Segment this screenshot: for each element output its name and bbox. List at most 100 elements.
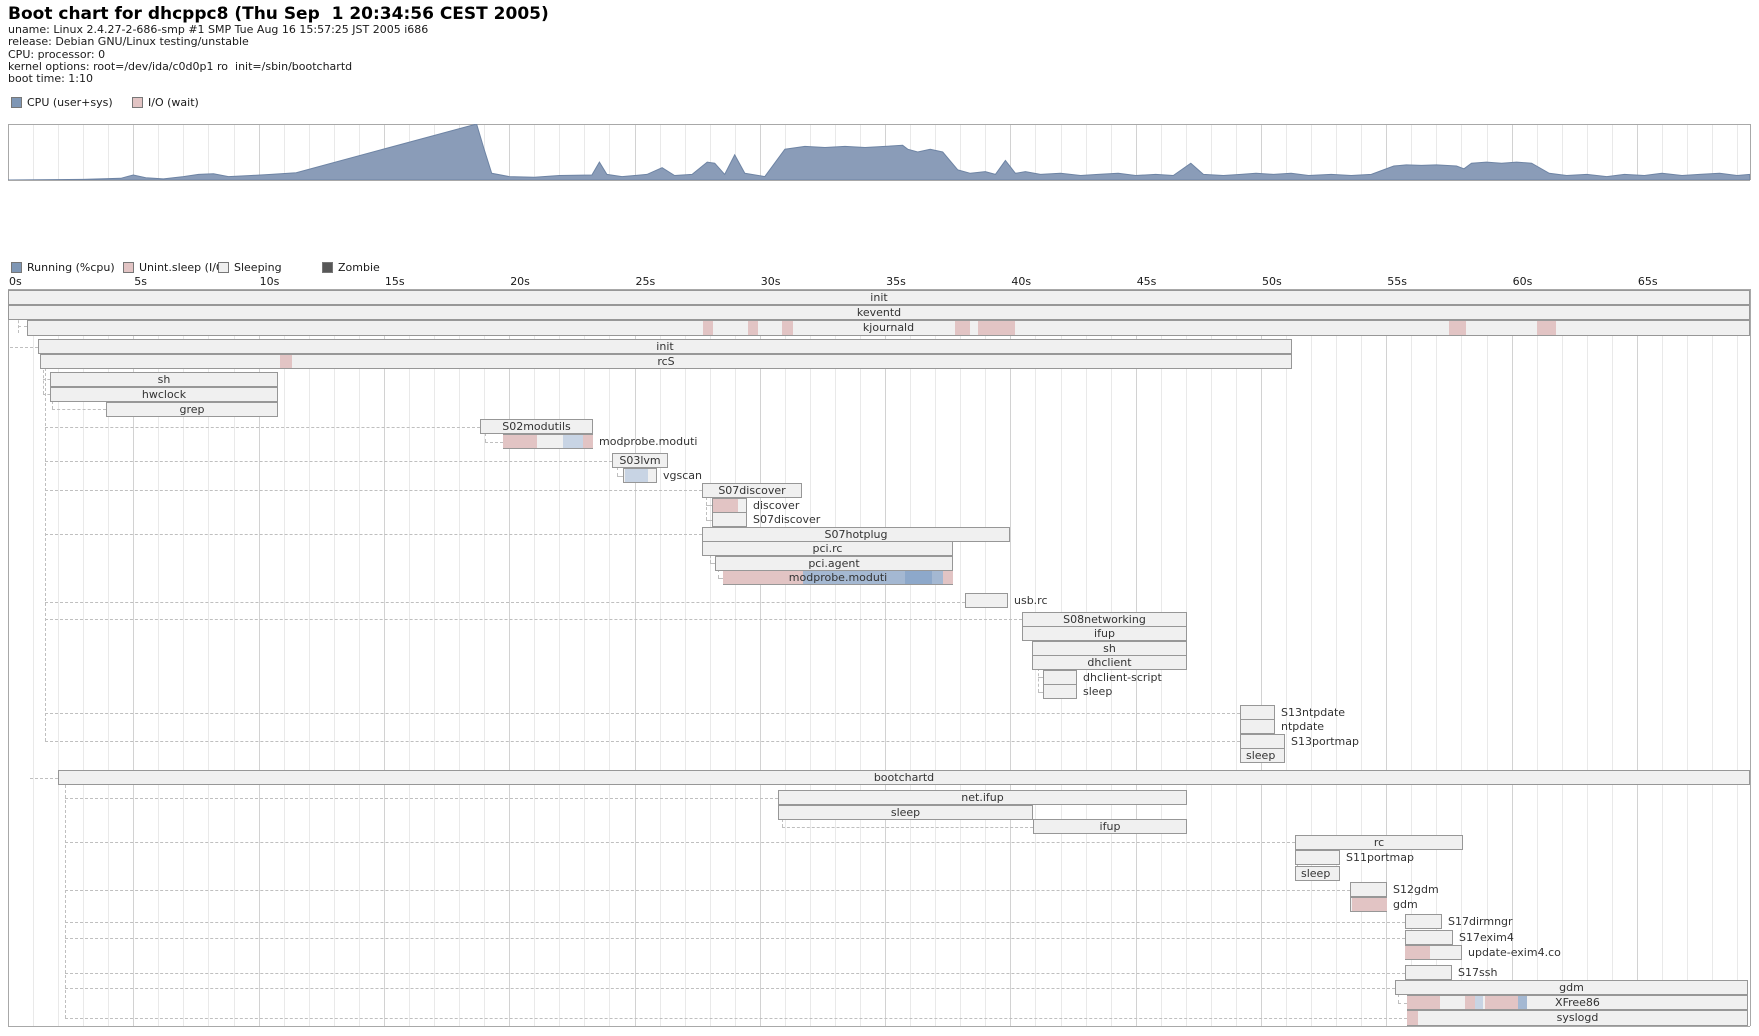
gridline (609, 289, 611, 1026)
gridline (1536, 289, 1538, 1026)
gridline (534, 289, 536, 1026)
process-state-segment (1537, 321, 1556, 335)
process-state-segment (503, 435, 537, 448)
process-label: bootchartd (873, 771, 935, 784)
process-bar (1405, 914, 1442, 929)
legend-swatch (322, 262, 333, 273)
process-state-segment (1449, 321, 1466, 335)
process-bar (623, 468, 657, 483)
gridline (33, 124, 35, 180)
process-label: keventd (856, 306, 902, 319)
process-label: net.ifup (961, 791, 1004, 804)
tree-connector (1038, 668, 1039, 692)
gridline (509, 289, 511, 1026)
gridline (459, 289, 461, 1026)
gridline (1636, 124, 1638, 180)
process-label: sh (157, 373, 171, 386)
process-label: S17dirmngr (1448, 915, 1513, 928)
process-bar (8, 290, 1750, 305)
chart-border-left (8, 124, 9, 180)
process-bar (1295, 835, 1463, 850)
gridline (885, 289, 887, 1026)
gridline (133, 289, 135, 1026)
gridline (684, 289, 686, 1026)
gridline (1687, 124, 1689, 180)
process-bar (1405, 965, 1452, 980)
process-label: dhclient-script (1083, 671, 1162, 684)
process-bar (965, 593, 1008, 608)
process-bar (50, 387, 278, 402)
process-bar (1350, 882, 1387, 897)
gridline (1135, 124, 1137, 180)
process-bar (503, 434, 593, 449)
tree-connector (718, 578, 723, 579)
process-state-segment (703, 321, 713, 335)
tree-connector (710, 555, 711, 563)
process-bar (1405, 945, 1462, 960)
process-label: vgscan (663, 469, 702, 482)
gridline (33, 289, 35, 1026)
gridline (960, 289, 962, 1026)
tree-connector (45, 368, 46, 741)
process-label: sleep (1301, 867, 1331, 880)
process-label: S17exim4 (1459, 931, 1514, 944)
gridline (1611, 289, 1613, 1026)
tree-connector (65, 842, 1295, 843)
process-label: sleep (1083, 685, 1113, 698)
process-bar (723, 570, 953, 585)
process-state-segment (803, 571, 905, 584)
gridline (1661, 124, 1663, 180)
process-label: grep (179, 403, 205, 416)
time-tick-label: 20s (510, 275, 530, 288)
gridline (1536, 124, 1538, 180)
time-tick-label: 45s (1136, 275, 1157, 288)
legend-label: Sleeping (234, 261, 282, 274)
process-label: S07discover (753, 513, 821, 526)
legend-label: Unint.sleep (I/O) (139, 261, 229, 274)
process-label: S07discover (718, 484, 786, 497)
gridline (1235, 289, 1237, 1026)
gridline (83, 289, 85, 1026)
gridline (1110, 124, 1112, 180)
gridline (759, 289, 761, 1026)
gridline (1311, 289, 1313, 1026)
gridline (1286, 124, 1288, 180)
gridline (1386, 124, 1388, 180)
gridline (1737, 289, 1739, 1026)
gridline (83, 124, 85, 180)
chart-border-right (1749, 124, 1751, 180)
process-bar (8, 305, 1750, 320)
gridline (860, 289, 862, 1026)
gridline (1160, 124, 1162, 180)
gridline (759, 124, 761, 180)
legend-swatch (132, 97, 143, 108)
gridline (559, 124, 561, 180)
legend-swatch (218, 262, 229, 273)
gridline (960, 124, 962, 180)
process-label: S12gdm (1393, 883, 1439, 896)
gridline (1511, 124, 1513, 180)
chart-border-left (8, 289, 9, 1026)
tree-connector (45, 461, 612, 462)
gridline (1687, 289, 1689, 1026)
gridline (1185, 124, 1187, 180)
tree-connector (617, 467, 618, 476)
gridline (233, 289, 235, 1026)
gridline (1511, 289, 1513, 1026)
time-tick-label: 15s (384, 275, 405, 288)
gridline (634, 124, 636, 180)
gridline (784, 289, 786, 1026)
gridline (935, 289, 937, 1026)
gridline (1235, 124, 1237, 180)
gridline (985, 289, 987, 1026)
tree-connector (45, 602, 965, 603)
gridline (559, 289, 561, 1026)
gridline (258, 124, 260, 180)
tree-connector (485, 442, 503, 443)
gridline (1486, 124, 1488, 180)
info-line: uname: Linux 2.4.27-2-686-smp #1 SMP Tue… (8, 23, 429, 36)
legend-swatch (123, 262, 134, 273)
gridline (1085, 124, 1087, 180)
gridline (985, 124, 987, 180)
tree-connector (45, 534, 702, 535)
